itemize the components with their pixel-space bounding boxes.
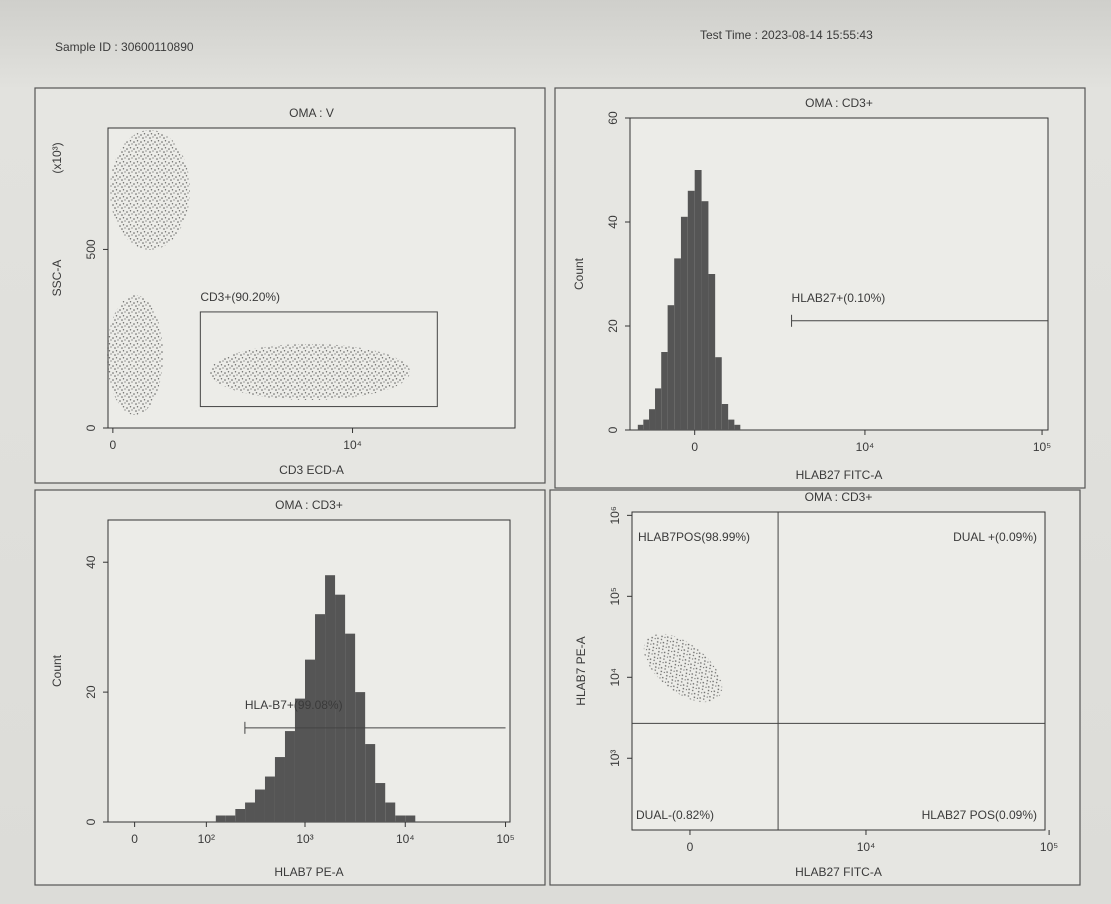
y-tick-label: 10⁴: [608, 668, 622, 687]
histogram-bar: [695, 170, 702, 430]
page: Sample ID : 30600110890 Test Time : 2023…: [0, 0, 1111, 904]
y-axis-label: HLAB7 PE-A: [574, 636, 588, 705]
panel-title: OMA : CD3+: [275, 498, 343, 512]
sample-id: Sample ID : 30600110890: [55, 40, 194, 54]
quadrant-label: DUAL +(0.09%): [953, 530, 1037, 544]
histogram-bar: [295, 699, 305, 822]
histogram-bar: [681, 217, 688, 430]
histogram-bar: [708, 274, 715, 430]
x-tick-label: 10²: [198, 832, 215, 846]
y-axis-label: Count: [572, 257, 586, 290]
histogram-bar: [235, 809, 245, 822]
gate-label: CD3+(90.20%): [200, 290, 280, 304]
histogram-bar: [674, 258, 681, 430]
quadrant-label: DUAL-(0.82%): [636, 808, 714, 822]
histogram-bar: [365, 744, 375, 822]
y-tick-label: 10⁵: [608, 587, 622, 605]
y-axis-label: Count: [50, 654, 64, 687]
y-tick-label: 0: [606, 426, 620, 433]
x-tick-label: 0: [110, 438, 117, 452]
histogram-bar: [638, 425, 644, 430]
marker-label: HLAB27+(0.10%): [792, 291, 886, 305]
histogram-bar: [305, 660, 315, 822]
histogram-bar: [275, 757, 285, 822]
x-tick-label: 10⁴: [857, 840, 876, 854]
y-tick-label: 20: [84, 685, 98, 699]
histogram-bar: [668, 305, 675, 430]
histogram-bar: [715, 357, 722, 430]
y-tick-label: 10⁶: [608, 506, 622, 524]
histogram-bar: [265, 777, 275, 822]
x-tick-label: 10⁴: [396, 832, 415, 846]
quadrant-label: HLAB27 POS(0.09%): [922, 808, 1037, 822]
x-axis-label: HLAB27 FITC-A: [796, 468, 883, 482]
cloud: [107, 295, 163, 415]
y-tick-label: 0: [84, 424, 98, 431]
x-axis-label: HLAB7 PE-A: [274, 865, 343, 879]
histogram-bar: [375, 783, 385, 822]
x-axis-label: CD3 ECD-A: [279, 463, 344, 477]
x-tick-label: 10⁵: [1033, 440, 1051, 454]
histogram-bar: [649, 409, 655, 430]
y-tick-label: 40: [84, 555, 98, 569]
y-tick-label: 20: [606, 319, 620, 333]
histogram-bar: [245, 803, 255, 822]
histogram-bar: [255, 790, 265, 822]
x-tick-label: 0: [687, 840, 694, 854]
histogram-bar: [216, 816, 225, 822]
histogram-bar: [722, 404, 728, 430]
histogram-bar: [688, 191, 695, 430]
x-axis-label: HLAB27 FITC-A: [795, 865, 882, 879]
histogram-bar: [395, 816, 405, 822]
histogram-bar: [385, 803, 395, 822]
x-tick-label: 10⁵: [1040, 840, 1058, 854]
histogram-bar: [355, 692, 365, 822]
histogram-bar: [285, 731, 295, 822]
histogram-bar: [661, 352, 667, 430]
panel-title: OMA : V: [289, 106, 334, 120]
cloud: [210, 344, 410, 400]
x-tick-label: 10³: [296, 832, 313, 846]
cloud: [110, 130, 190, 250]
y-tick-label: 40: [606, 215, 620, 229]
histogram-bar: [702, 201, 709, 430]
x-tick-label: 10⁴: [343, 438, 362, 452]
x-tick-label: 10⁴: [856, 440, 875, 454]
y-tick-label: 60: [606, 111, 620, 125]
quadrant-label: HLAB7POS(98.99%): [638, 530, 750, 544]
panel-title: OMA : CD3+: [805, 490, 873, 504]
test-time: Test Time : 2023-08-14 15:55:43: [700, 28, 873, 42]
y-tick-label: 10³: [608, 750, 622, 767]
marker-label: HLA-B7+(99.08%): [245, 698, 343, 712]
y-tick-label: 500: [84, 239, 98, 259]
panel-title: OMA : CD3+: [805, 96, 873, 110]
histogram-bar: [655, 388, 661, 430]
histogram-bar: [405, 816, 415, 822]
histogram-bar: [728, 420, 734, 430]
x-tick-label: 0: [131, 832, 138, 846]
y-unit: (x10³): [50, 142, 64, 173]
histogram-bar: [225, 816, 235, 822]
histogram-bar: [315, 614, 325, 822]
y-tick-label: 0: [84, 818, 98, 825]
x-tick-label: 10⁵: [496, 832, 514, 846]
x-tick-label: 0: [691, 440, 698, 454]
histogram-bar: [643, 420, 649, 430]
histogram-bar: [734, 425, 740, 430]
y-axis-label: SSC-A: [50, 260, 64, 297]
